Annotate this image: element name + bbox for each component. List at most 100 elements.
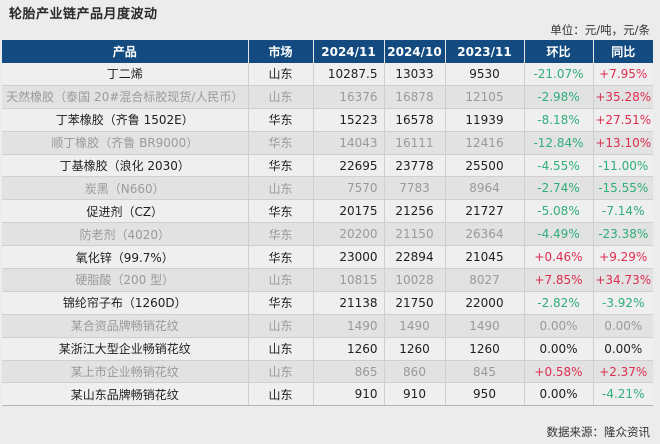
mom-cell: -5.08% bbox=[523, 199, 593, 224]
header-product: 产品 bbox=[2, 40, 248, 63]
mom-cell: -4.49% bbox=[523, 222, 593, 247]
table-row: 氧化锌（99.7%） 华东 23000 22894 21045 +0.46% +9.29% bbox=[2, 245, 653, 270]
value-2024-10: 16578 bbox=[383, 108, 445, 132]
product-cell: 氧化锌（99.7%） bbox=[2, 245, 248, 270]
value-2024-11: 20200 bbox=[312, 222, 384, 247]
market-cell: 华东 bbox=[247, 222, 313, 247]
table-row: 某山东品牌畅销花纹 山东 910 910 950 0.00% -4.21% bbox=[2, 382, 653, 407]
header-mom: 环比 bbox=[523, 40, 593, 63]
table-row: 某合资品牌畅销花纹 山东 1490 1490 1490 0.00% 0.00% bbox=[2, 314, 653, 338]
mom-cell: +0.46% bbox=[523, 245, 593, 270]
value-2024-11: 16376 bbox=[312, 85, 384, 109]
yoy-cell: -15.55% bbox=[592, 176, 653, 201]
market-cell: 山东 bbox=[247, 63, 313, 86]
product-cell: 丁苯橡胶（齐鲁 1502E） bbox=[2, 108, 248, 132]
product-cell: 天然橡胶（泰国 20#混合标胶现货/人民币） bbox=[2, 85, 248, 109]
value-2023-11: 9530 bbox=[444, 63, 524, 86]
market-cell: 山东 bbox=[247, 314, 313, 338]
market-cell: 华东 bbox=[247, 131, 313, 155]
market-cell: 山东 bbox=[247, 337, 313, 361]
product-cell: 防老剂（4020） bbox=[2, 222, 248, 247]
mom-cell: 0.00% bbox=[523, 314, 593, 338]
product-cell: 某山东品牌畅销花纹 bbox=[2, 382, 248, 407]
value-2023-11: 8027 bbox=[444, 268, 524, 292]
value-2024-11: 21138 bbox=[312, 291, 384, 315]
table-row: 丁基橡胶（浪化 2030） 华东 22695 23778 25500 -4.55% -11.… bbox=[2, 154, 653, 178]
product-cell: 某合资品牌畅销花纹 bbox=[2, 314, 248, 338]
value-2024-11: 23000 bbox=[312, 245, 384, 270]
market-cell: 山东 bbox=[247, 268, 313, 292]
value-2023-11: 12105 bbox=[444, 85, 524, 109]
header-2024-10: 2024/10 bbox=[383, 40, 445, 63]
market-cell: 华东 bbox=[247, 154, 313, 178]
value-2024-11: 15223 bbox=[312, 108, 384, 132]
value-2024-10: 16878 bbox=[383, 85, 445, 109]
yoy-cell: -7.14% bbox=[592, 199, 653, 224]
yoy-cell: -23.38% bbox=[592, 222, 653, 247]
price-table: 产品 市场 2024/11 2024/10 2023/11 环比 同比 丁二烯山… bbox=[2, 40, 653, 407]
value-2023-11: 1490 bbox=[444, 314, 524, 338]
market-cell: 华东 bbox=[247, 245, 313, 270]
market-cell: 华东 bbox=[247, 108, 313, 132]
table-row: 锦纶帘子布（1260D） 华东 21138 21750 22000 -2.82% -3.92… bbox=[2, 291, 653, 315]
value-2024-11: 1260 bbox=[312, 337, 384, 361]
value-2023-11: 11939 bbox=[444, 108, 524, 132]
value-2024-10: 21150 bbox=[383, 222, 445, 247]
mom-cell: +0.58% bbox=[523, 360, 593, 384]
mom-cell: -4.55% bbox=[523, 154, 593, 178]
value-2023-11: 26364 bbox=[444, 222, 524, 247]
header-yoy: 同比 bbox=[592, 40, 653, 63]
header-2024-11: 2024/11 bbox=[312, 40, 384, 63]
mom-cell: -8.18% bbox=[523, 108, 593, 132]
header-2023-11: 2023/11 bbox=[444, 40, 524, 63]
product-cell: 炭黑（N660） bbox=[2, 176, 248, 201]
table-row: 顺丁橡胶（齐鲁 BR9000） 华东 14043 16111 12416 -12.84% +… bbox=[2, 131, 653, 155]
table-row: 天然橡胶（泰国 20#混合标胶现货/人民币） 山东 16376 16878 12105-… bbox=[2, 85, 653, 109]
table-row: 某上市企业畅销花纹 山东 865 860 845 +0.58% +2.37% bbox=[2, 360, 653, 384]
product-cell: 某浙江大型企业畅销花纹 bbox=[2, 337, 248, 361]
value-2024-11: 14043 bbox=[312, 131, 384, 155]
table-row: 某浙江大型企业畅销花纹 山东 1260 1260 1260 0.00% 0.00% bbox=[2, 337, 653, 361]
mom-cell: 0.00% bbox=[523, 337, 593, 361]
value-2024-11: 910 bbox=[312, 382, 384, 407]
value-2023-11: 22000 bbox=[444, 291, 524, 315]
product-cell: 锦纶帘子布（1260D） bbox=[2, 291, 248, 315]
market-cell: 山东 bbox=[247, 360, 313, 384]
market-cell: 华东 bbox=[247, 291, 313, 315]
market-cell: 山东 bbox=[247, 382, 313, 407]
product-cell: 丁二烯 bbox=[2, 63, 248, 86]
header-market: 市场 bbox=[247, 40, 313, 63]
table-row: 硬脂酸（200 型） 山东 10815 10028 8027 +7.85% +34.73% bbox=[2, 268, 653, 292]
value-2023-11: 845 bbox=[444, 360, 524, 384]
data-source: 数据来源：隆众资讯 bbox=[546, 425, 651, 439]
mom-cell: -2.82% bbox=[523, 291, 593, 315]
mom-cell: -2.74% bbox=[523, 176, 593, 201]
mom-cell: +7.85% bbox=[523, 268, 593, 292]
value-2024-11: 22695 bbox=[312, 154, 384, 178]
yoy-cell: +2.37% bbox=[592, 360, 653, 384]
product-cell: 硬脂酸（200 型） bbox=[2, 268, 248, 292]
product-cell: 丁基橡胶（浪化 2030） bbox=[2, 154, 248, 178]
value-2023-11: 21045 bbox=[444, 245, 524, 270]
value-2024-10: 22894 bbox=[383, 245, 445, 270]
market-cell: 山东 bbox=[247, 176, 313, 201]
yoy-cell: +7.95% bbox=[592, 63, 653, 86]
value-2024-11: 10287.5 bbox=[312, 63, 384, 86]
value-2023-11: 950 bbox=[444, 382, 524, 407]
mom-cell: -2.98% bbox=[523, 85, 593, 109]
value-2024-10: 1260 bbox=[383, 337, 445, 361]
value-2024-10: 13033 bbox=[383, 63, 445, 86]
unit-label: 单位：元/吨，元/条 bbox=[550, 23, 650, 37]
market-cell: 山东 bbox=[247, 85, 313, 109]
value-2023-11: 12416 bbox=[444, 131, 524, 155]
value-2024-10: 16111 bbox=[383, 131, 445, 155]
value-2024-11: 865 bbox=[312, 360, 384, 384]
value-2024-11: 10815 bbox=[312, 268, 384, 292]
yoy-cell: +34.73% bbox=[592, 268, 653, 292]
value-2023-11: 1260 bbox=[444, 337, 524, 361]
mom-cell: 0.00% bbox=[523, 382, 593, 407]
mom-cell: -12.84% bbox=[523, 131, 593, 155]
yoy-cell: -3.92% bbox=[592, 291, 653, 315]
value-2024-10: 910 bbox=[383, 382, 445, 407]
value-2023-11: 25500 bbox=[444, 154, 524, 178]
